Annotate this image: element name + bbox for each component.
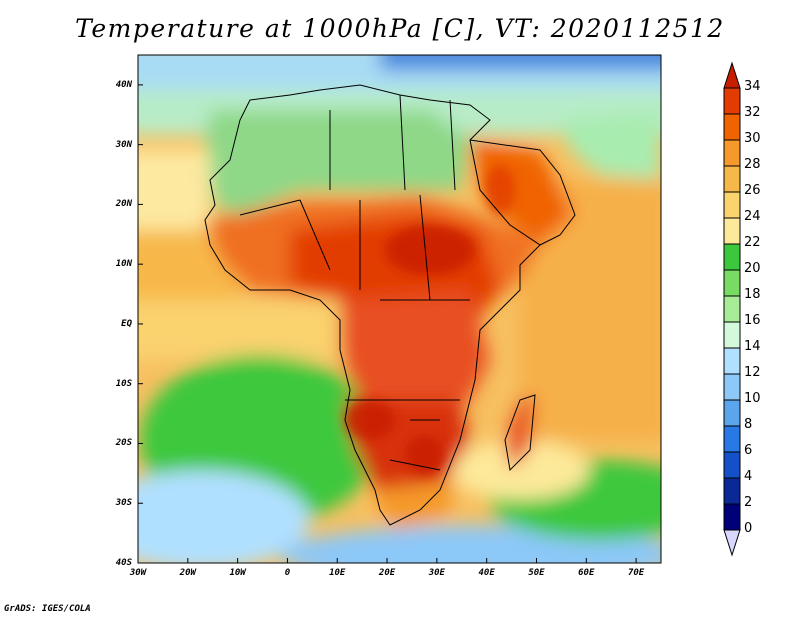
lat-label: 30N — [115, 139, 132, 150]
lon-label: 10W — [229, 568, 246, 578]
colorbar-box — [723, 503, 741, 531]
colorbar — [723, 61, 741, 557]
colorbar-box — [723, 191, 741, 219]
colorbar-box — [723, 399, 741, 427]
colorbar-bottom-arrow — [723, 529, 741, 557]
colorbar-label: 6 — [744, 443, 753, 458]
colorbar-label: 0 — [744, 521, 753, 536]
colorbar-box — [723, 477, 741, 505]
colorbar-label: 16 — [744, 313, 761, 328]
colorbar-label: 34 — [744, 79, 761, 94]
lat-label: 10N — [115, 259, 132, 270]
colorbar-box — [723, 425, 741, 453]
lon-label: 60E — [578, 568, 595, 578]
coastlines — [204, 84, 576, 526]
lon-label: 20E — [378, 568, 396, 578]
colorbar-top-arrow — [723, 61, 741, 89]
temperature-field — [138, 55, 661, 563]
map-frame — [137, 54, 662, 564]
lon-label: 20W — [179, 568, 196, 578]
colorbar-box — [723, 243, 741, 271]
lat-label: 40N — [115, 79, 132, 90]
colorbar-label: 2 — [744, 495, 753, 510]
colorbar-box — [723, 87, 741, 115]
colorbar-box — [723, 139, 741, 167]
lon-label: 0 — [284, 568, 291, 578]
colorbar-box — [723, 451, 741, 479]
lat-label: 20N — [115, 199, 132, 210]
colorbar-label: 10 — [744, 391, 761, 406]
colorbar-box — [723, 347, 741, 375]
colorbar-box — [723, 217, 741, 245]
lon-label: 50E — [528, 568, 545, 578]
colorbar-label: 8 — [744, 417, 753, 432]
colorbar-label: 22 — [744, 235, 761, 250]
lon-label: 40E — [478, 568, 495, 578]
lat-label: 40S — [115, 558, 132, 568]
colorbar-label: 20 — [744, 261, 761, 276]
lat-label: EQ — [121, 318, 132, 329]
colorbar-label: 18 — [744, 287, 761, 302]
colorbar-label: 26 — [744, 183, 761, 198]
credit-text: GrADS: IGES/COLA — [4, 604, 91, 614]
lon-label: 30W — [129, 568, 147, 578]
lat-label: 20S — [115, 438, 132, 449]
colorbar-label: 32 — [744, 105, 761, 120]
colorbar-box — [723, 269, 741, 297]
colorbar-box — [723, 373, 741, 401]
colorbar-label: 14 — [744, 339, 761, 354]
colorbar-box — [723, 113, 741, 141]
colorbar-box — [723, 295, 741, 323]
lon-label: 30E — [428, 568, 445, 578]
lon-label: 70E — [627, 568, 645, 578]
map-title: Temperature at 1000hPa [C], VT: 20201125… — [75, 14, 725, 43]
lat-label: 10S — [115, 378, 132, 389]
colorbar-box — [723, 165, 741, 193]
colorbar-label: 12 — [744, 365, 761, 380]
colorbar-label: 30 — [744, 131, 761, 146]
colorbar-label: 24 — [744, 209, 761, 224]
lon-label: 10E — [329, 568, 346, 578]
colorbar-label: 28 — [744, 157, 761, 172]
colorbar-box — [723, 321, 741, 349]
colorbar-label: 4 — [744, 469, 753, 484]
lat-label: 30S — [115, 498, 132, 509]
